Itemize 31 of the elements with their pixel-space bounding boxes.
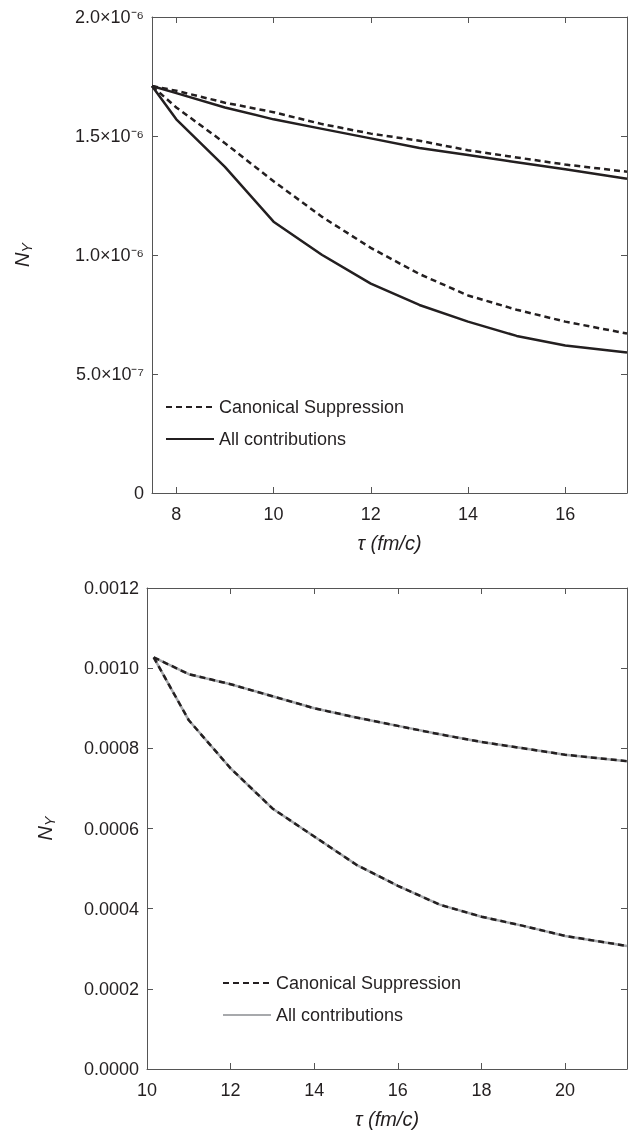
y-axis-title: NΥ	[34, 814, 58, 841]
y-tick-label: 0.0000	[83, 1059, 139, 1079]
y-tick-label: 0.0012	[83, 578, 139, 598]
legend-label: Canonical Suppression	[219, 397, 405, 417]
legend-label: All contributions	[219, 429, 347, 449]
y-tick-label: 0.0006	[83, 818, 139, 839]
x-tick-label: 8	[171, 504, 182, 524]
x-tick-label: 16	[555, 504, 576, 524]
y-tick-label: 0.0010	[83, 658, 139, 679]
x-tick-label: 14	[304, 1080, 325, 1100]
legend-label: All contributions	[276, 1005, 404, 1025]
x-tick-label: 18	[471, 1080, 492, 1100]
y-axis-title: NΥ	[11, 241, 35, 267]
x-axis-title: τ (fm/c)	[357, 532, 422, 554]
y-tick-label: 5.0×10⁻⁷	[75, 364, 144, 384]
x-tick-label: 14	[458, 504, 479, 524]
y-tick-label: 2.0×10⁻⁶	[75, 7, 144, 27]
x-tick-label: 20	[555, 1080, 576, 1100]
legend-label: Canonical Suppression	[276, 973, 462, 993]
x-tick-label: 10	[263, 504, 284, 524]
y-tick-label: 1.0×10⁻⁶	[75, 245, 144, 265]
x-axis-title: τ (fm/c)	[354, 1108, 420, 1130]
y-tick-label: 1.5×10⁻⁶	[75, 126, 144, 146]
y-tick-label: 0	[133, 483, 144, 503]
x-tick-label: 16	[387, 1080, 408, 1100]
y-tick-label: 0.0008	[83, 738, 139, 759]
y-tick-label: 0.0002	[83, 978, 139, 999]
x-tick-label: 10	[136, 1080, 158, 1100]
y-tick-label: 0.0004	[83, 898, 139, 919]
x-tick-label: 12	[220, 1080, 241, 1100]
x-tick-label: 12	[360, 504, 381, 524]
